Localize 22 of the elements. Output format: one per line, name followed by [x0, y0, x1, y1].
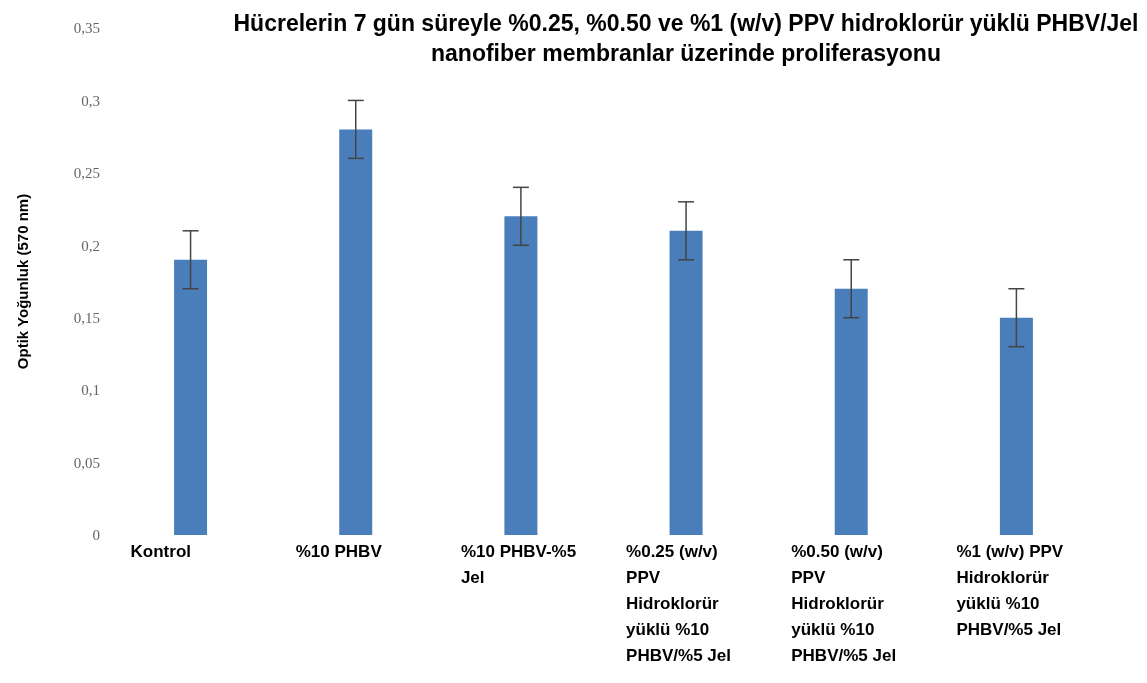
x-tick-label: %10 PHBV-%5 Jel	[460, 542, 577, 587]
y-tick-label: 0,05	[73, 454, 100, 471]
y-tick-label: 0,35	[73, 20, 100, 37]
chart-title: Hücrelerin 7 gün süreyle %0.25, %0.50 ve %1 (w/v) PPV hidroklorür yüklü PHBV/Jel nanofiber membranlar üzerinde proliferasyonu	[233, 9, 1139, 68]
y-tick-label: 0,3	[81, 92, 100, 109]
bar	[669, 230, 703, 535]
y-tick-label: 0,2	[81, 237, 100, 254]
x-tick-label: %0.25 (w/v) PPV Hidroklorür yüklü %10 PHBV/%5 Jel	[626, 542, 731, 665]
y-tick-label: 0,15	[73, 310, 100, 327]
y-axis-title: Optik Yoğunluk (570 nm)	[14, 193, 32, 370]
bar	[504, 216, 538, 535]
bar	[834, 288, 868, 535]
bar	[999, 317, 1033, 535]
x-tick-label: Kontrol	[130, 542, 192, 561]
x-tick-label: %10 PHBV	[295, 542, 383, 561]
y-tick-label: 0,1	[81, 382, 100, 399]
x-tick-label: %1 (w/v) PPV Hidroklorür yüklü %10 PHBV/%5 Jel	[956, 542, 1064, 639]
bar	[174, 259, 208, 535]
bar	[339, 129, 373, 535]
y-tick-label: 0,25	[73, 165, 100, 182]
y-tick-label: 0	[92, 527, 100, 544]
x-tick-label: %0.50 (w/v) PPV Hidroklorür yüklü %10 PHBV/%5 Jel	[791, 542, 897, 665]
